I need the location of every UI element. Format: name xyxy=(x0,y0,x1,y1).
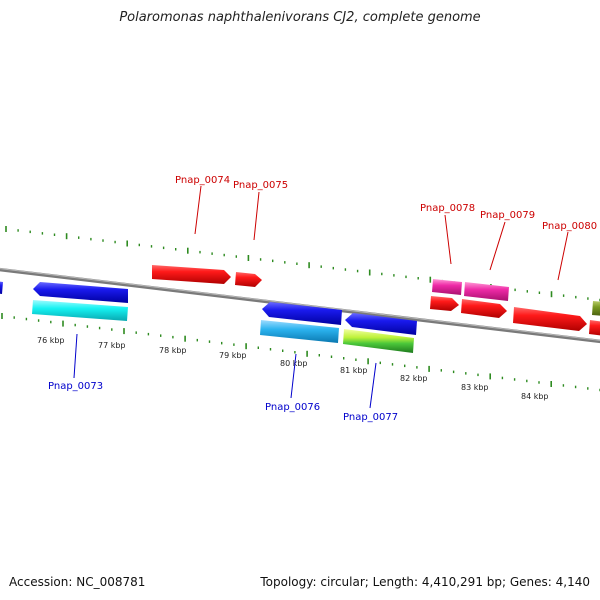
tick-track-bottom xyxy=(1,313,600,392)
gene-pnap-0076-box[interactable] xyxy=(260,320,339,343)
gene-pnap-0079-box[interactable] xyxy=(464,282,509,301)
gene-label-pnap-0073[interactable]: Pnap_0073 xyxy=(48,333,103,392)
genome-title: Polaromonas naphthalenivorans CJ2, compl… xyxy=(119,10,481,25)
svg-text:Pnap_0074: Pnap_0074 xyxy=(175,175,230,186)
accession-text: Accession: NC_008781 xyxy=(9,575,146,589)
gene-pnap-0074-arrow[interactable] xyxy=(152,265,231,284)
svg-text:Pnap_0075: Pnap_0075 xyxy=(233,180,288,191)
gene-pnap-0073-box[interactable] xyxy=(32,300,128,321)
gene-label-pnap-0080[interactable]: Pnap_0080 xyxy=(542,221,597,281)
gene-pnap-0080-arrow[interactable] xyxy=(513,307,587,331)
svg-text:Pnap_0073: Pnap_0073 xyxy=(48,381,103,392)
svg-text:Pnap_0078: Pnap_0078 xyxy=(420,203,475,214)
svg-text:Pnap_0076: Pnap_0076 xyxy=(265,402,320,413)
gene-pnap-0075-arrow[interactable] xyxy=(235,272,262,287)
kbp-label: 81 kbp xyxy=(340,366,368,375)
kbp-label: 79 kbp xyxy=(219,351,247,360)
gene-olive-box[interactable] xyxy=(592,301,600,316)
gene-label-pnap-0077[interactable]: Pnap_0077 xyxy=(343,362,398,423)
gene-left-edge-arrow[interactable] xyxy=(0,281,3,294)
kbp-label: 78 kbp xyxy=(159,346,187,355)
kbp-label: 76 kbp xyxy=(37,336,65,345)
svg-text:Pnap_0077: Pnap_0077 xyxy=(343,412,398,423)
gene-pnap-0081-arrow[interactable] xyxy=(589,320,600,336)
gene-pnap-0079b-arrow[interactable] xyxy=(461,299,507,318)
gene-pnap-0078-arrow[interactable] xyxy=(432,279,462,295)
gene-pnap-0078b-arrow[interactable] xyxy=(430,296,459,311)
kbp-label: 83 kbp xyxy=(461,383,489,392)
gene-pnap-0076-arrow[interactable] xyxy=(262,302,342,325)
gene-pnap-0077-box[interactable] xyxy=(343,329,414,353)
kbp-label: 84 kbp xyxy=(521,392,549,401)
gene-label-pnap-0078[interactable]: Pnap_0078 xyxy=(420,203,475,265)
gene-label-pnap-0075[interactable]: Pnap_0075 xyxy=(233,180,288,241)
svg-text:Pnap_0080: Pnap_0080 xyxy=(542,221,597,232)
gene-label-pnap-0079[interactable]: Pnap_0079 xyxy=(480,210,535,271)
genome-summary-text: Topology: circular; Length: 4,410,291 bp… xyxy=(260,575,590,589)
kbp-label: 82 kbp xyxy=(400,374,428,383)
kbp-label: 77 kbp xyxy=(98,341,126,350)
gene-label-pnap-0074[interactable]: Pnap_0074 xyxy=(175,175,230,235)
gene-pnap-0077-arrow[interactable] xyxy=(345,313,417,335)
gene-label-pnap-0076[interactable]: Pnap_0076 xyxy=(265,353,320,413)
kbp-label: 80 kbp xyxy=(280,359,308,368)
gene-pnap-0073-arrow[interactable] xyxy=(33,282,128,303)
svg-text:Pnap_0079: Pnap_0079 xyxy=(480,210,535,221)
